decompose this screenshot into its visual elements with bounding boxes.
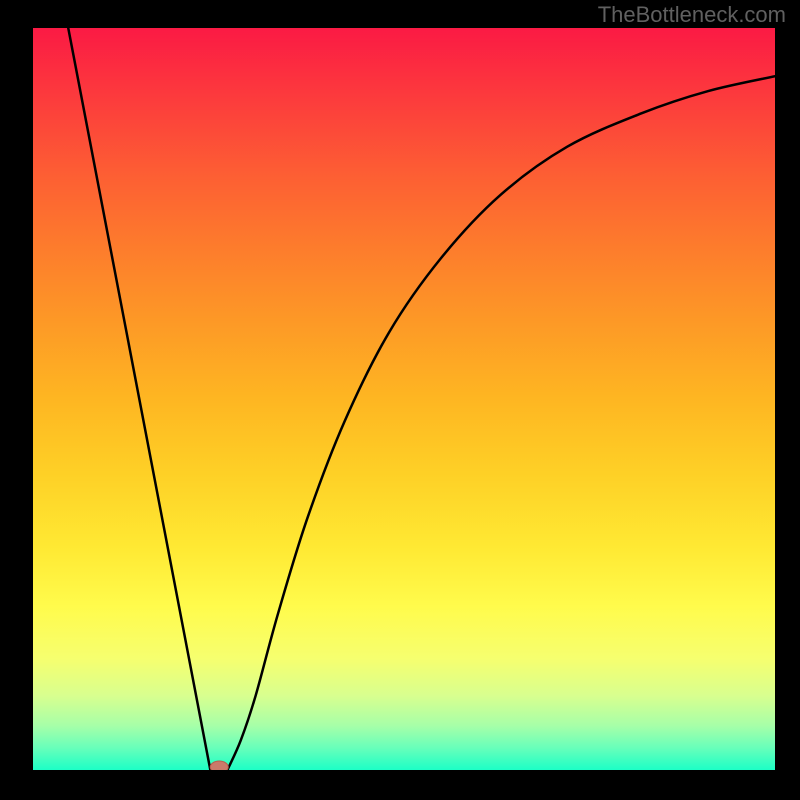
watermark-text: TheBottleneck.com xyxy=(598,2,786,28)
bottleneck-curve xyxy=(68,28,775,770)
optimum-marker xyxy=(210,761,228,770)
plot-area xyxy=(33,28,775,770)
curve-layer xyxy=(33,28,775,770)
chart-container: TheBottleneck.com xyxy=(0,0,800,800)
